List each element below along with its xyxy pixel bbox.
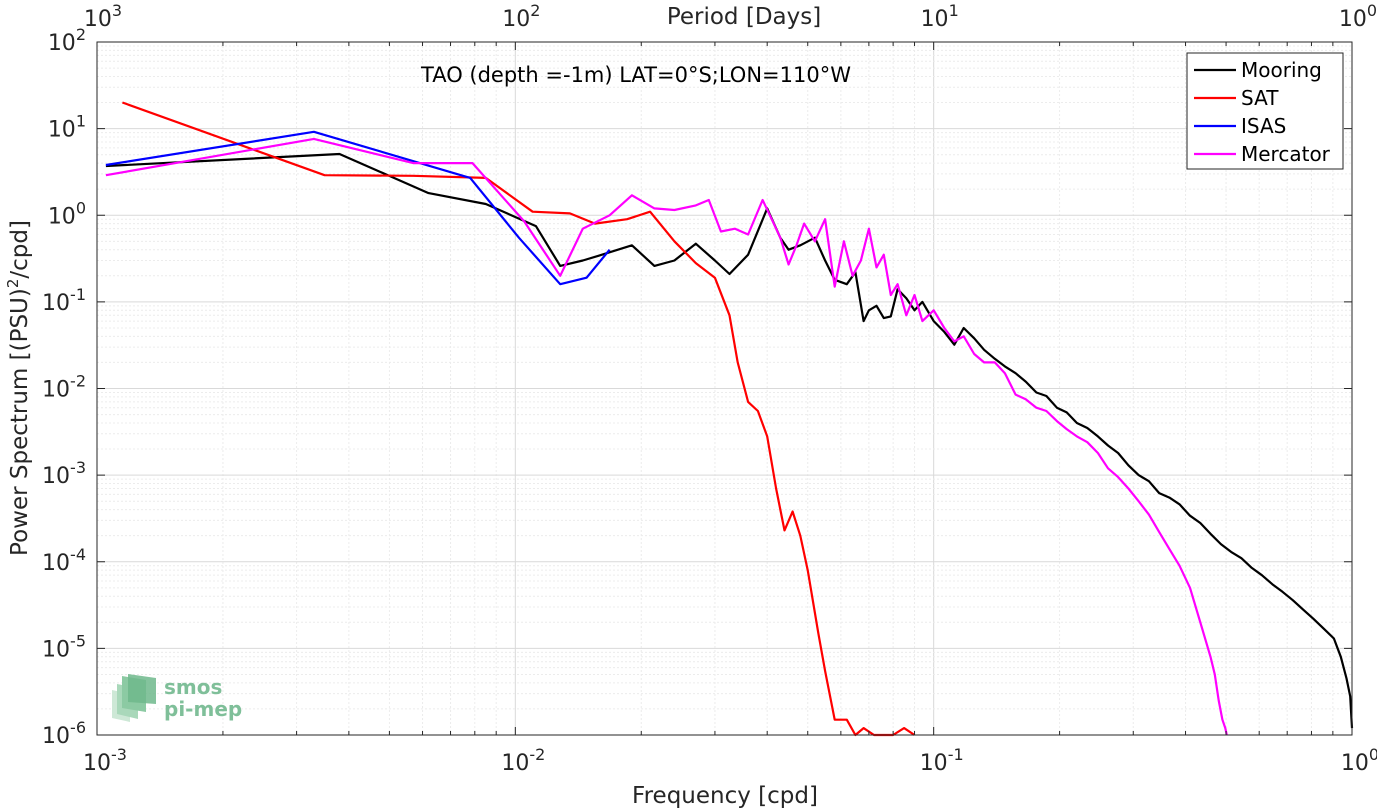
x-tick-label: 10-3 xyxy=(83,745,127,776)
series-line-sat xyxy=(122,101,916,737)
top-tick-label: 101 xyxy=(921,1,959,32)
smos-pimep-logo: smos pi-mep xyxy=(112,674,242,722)
x-tick-label: 10-2 xyxy=(501,745,545,776)
top-tick-label: 102 xyxy=(502,1,540,32)
y-axis-label-sup: 2 xyxy=(4,279,22,289)
y-tick-label: 102 xyxy=(48,25,86,56)
series-line-isas xyxy=(105,130,611,286)
y-tick-label: 10-4 xyxy=(42,545,86,576)
x-tick-label: 10-1 xyxy=(920,745,964,776)
y-axis-label: Power Spectrum [(PSU)2/cpd] xyxy=(4,220,33,556)
legend-label-sat: SAT xyxy=(1241,86,1279,110)
top-axis-label: Period [Days] xyxy=(667,4,821,30)
y-tick-label: 10-6 xyxy=(42,718,86,749)
legend-box xyxy=(1186,52,1344,170)
y-tick-label: 100 xyxy=(48,198,86,229)
top-tick-label: 100 xyxy=(1339,1,1377,32)
grid xyxy=(96,42,1352,736)
series-line-mooring xyxy=(105,152,1354,729)
y-tick-label: 10-1 xyxy=(42,285,86,316)
x-axis-label: Frequency [cpd] xyxy=(632,783,818,809)
legend-label-mooring: Mooring xyxy=(1241,58,1322,82)
y-tick-label: 10-2 xyxy=(42,372,86,403)
logo-text-pimep: pi-mep xyxy=(164,697,242,721)
legend-label-mercator: Mercator xyxy=(1241,142,1331,166)
y-tick-label: 10-3 xyxy=(42,458,86,489)
logo-text-smos: smos xyxy=(164,675,222,699)
logo-mark-icon xyxy=(112,674,156,722)
y-tick-label: 10-5 xyxy=(42,631,86,662)
chart-title: TAO (depth =-1m) LAT=0°S;LON=110°W xyxy=(420,63,851,87)
legend-label-isas: ISAS xyxy=(1241,114,1286,138)
series-line-mercator xyxy=(105,137,1228,736)
x-tick-label: 100 xyxy=(1341,745,1377,776)
y-tick-label: 101 xyxy=(48,112,86,143)
top-tick-label: 103 xyxy=(84,1,122,32)
series-group xyxy=(105,101,1354,737)
legend: Mooring SAT ISAS Mercator xyxy=(1186,52,1344,170)
